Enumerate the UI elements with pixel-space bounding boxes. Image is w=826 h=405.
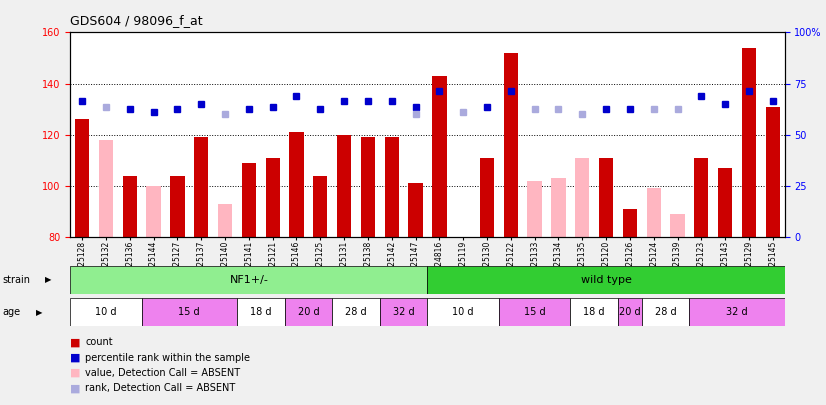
Bar: [694, 158, 709, 237]
Bar: [194, 137, 208, 237]
Text: ■: ■: [70, 337, 81, 347]
Bar: [499, 298, 570, 326]
Bar: [432, 76, 447, 237]
Bar: [70, 266, 428, 294]
Bar: [671, 214, 685, 237]
Bar: [690, 298, 785, 326]
Text: 32 d: 32 d: [393, 307, 415, 317]
Bar: [313, 176, 327, 237]
Text: rank, Detection Call = ABSENT: rank, Detection Call = ABSENT: [85, 384, 235, 393]
Text: 20 d: 20 d: [619, 307, 641, 317]
Bar: [385, 137, 399, 237]
Text: 15 d: 15 d: [524, 307, 545, 317]
Bar: [265, 158, 280, 237]
Text: ■: ■: [70, 384, 81, 393]
Text: ■: ■: [70, 368, 81, 378]
Text: count: count: [85, 337, 112, 347]
Bar: [642, 298, 690, 326]
Bar: [428, 266, 785, 294]
Bar: [332, 298, 380, 326]
Text: ■: ■: [70, 353, 81, 362]
Bar: [237, 298, 284, 326]
Bar: [361, 137, 375, 237]
Text: percentile rank within the sample: percentile rank within the sample: [85, 353, 250, 362]
Text: 28 d: 28 d: [655, 307, 676, 317]
Text: strain: strain: [2, 275, 31, 285]
Bar: [75, 119, 89, 237]
Bar: [618, 298, 642, 326]
Bar: [599, 158, 613, 237]
Bar: [742, 48, 756, 237]
Bar: [504, 53, 518, 237]
Bar: [766, 107, 780, 237]
Text: value, Detection Call = ABSENT: value, Detection Call = ABSENT: [85, 368, 240, 378]
Bar: [218, 204, 232, 237]
Bar: [142, 298, 237, 326]
Text: 32 d: 32 d: [726, 307, 748, 317]
Text: wild type: wild type: [581, 275, 632, 285]
Text: 28 d: 28 d: [345, 307, 367, 317]
Bar: [289, 132, 304, 237]
Bar: [337, 134, 351, 237]
Bar: [575, 158, 590, 237]
Bar: [70, 298, 142, 326]
Text: 15 d: 15 d: [178, 307, 200, 317]
Bar: [480, 158, 494, 237]
Text: 20 d: 20 d: [297, 307, 319, 317]
Text: 18 d: 18 d: [250, 307, 272, 317]
Bar: [99, 140, 113, 237]
Bar: [146, 186, 161, 237]
Text: ▶: ▶: [45, 275, 51, 284]
Text: age: age: [2, 307, 21, 317]
Bar: [570, 298, 618, 326]
Bar: [528, 181, 542, 237]
Bar: [408, 183, 423, 237]
Bar: [647, 188, 661, 237]
Bar: [551, 178, 566, 237]
Text: NF1+/-: NF1+/-: [230, 275, 268, 285]
Bar: [284, 298, 332, 326]
Bar: [428, 298, 499, 326]
Bar: [122, 176, 137, 237]
Text: 10 d: 10 d: [453, 307, 474, 317]
Bar: [380, 298, 428, 326]
Text: ▶: ▶: [36, 308, 43, 317]
Text: 18 d: 18 d: [583, 307, 605, 317]
Bar: [170, 176, 184, 237]
Text: 10 d: 10 d: [95, 307, 116, 317]
Text: GDS604 / 98096_f_at: GDS604 / 98096_f_at: [70, 14, 203, 27]
Bar: [242, 163, 256, 237]
Bar: [623, 209, 637, 237]
Bar: [718, 168, 733, 237]
